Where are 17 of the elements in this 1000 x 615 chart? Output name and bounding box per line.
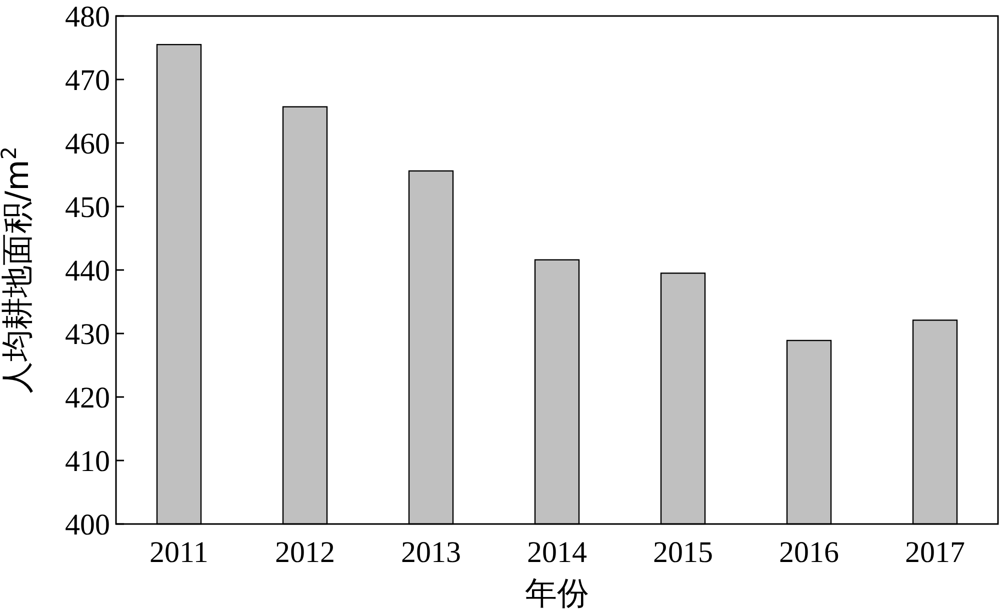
y-tick-label: 470 [65,64,110,97]
x-tick-label: 2017 [905,536,965,569]
y-tick-label: 410 [65,445,110,478]
y-tick-label: 450 [65,191,110,224]
x-tick-label: 2014 [527,536,587,569]
x-tick-label: 2012 [275,536,335,569]
y-tick-label: 440 [65,254,110,288]
x-axis-title: 年份 [525,574,589,612]
x-tick-label: 2015 [653,536,713,569]
y-tick-label: 480 [65,0,110,34]
x-tick-label: 2011 [150,536,208,569]
y-tick-label: 430 [65,318,110,351]
x-tick-label: 2013 [401,536,461,569]
y-tick-label: 420 [65,382,110,414]
y-tick-label: 460 [65,128,110,160]
y-tick-label: 400 [65,508,110,542]
x-tick-label: 2016 [779,536,839,569]
